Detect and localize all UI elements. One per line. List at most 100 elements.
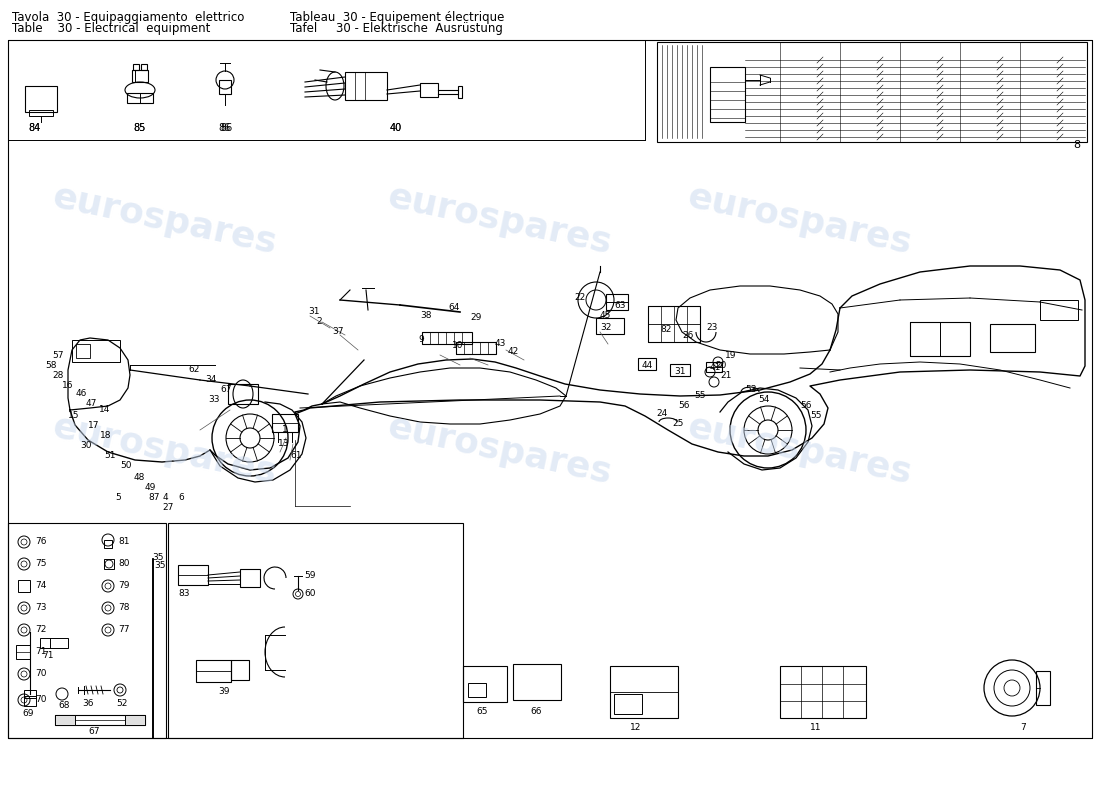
- Bar: [710, 67, 745, 122]
- Text: 85: 85: [133, 123, 145, 133]
- Bar: [55, 715, 145, 725]
- Text: 44: 44: [642, 362, 653, 370]
- Text: 16: 16: [62, 382, 74, 390]
- Text: 19: 19: [725, 351, 737, 361]
- Text: 58: 58: [45, 362, 56, 370]
- Text: 28: 28: [52, 371, 64, 381]
- Text: 60: 60: [304, 590, 316, 598]
- Text: 27: 27: [162, 502, 174, 511]
- Text: eurospares: eurospares: [50, 180, 280, 260]
- Text: eurospares: eurospares: [385, 180, 615, 260]
- Text: 62: 62: [188, 366, 199, 374]
- Text: 35: 35: [152, 554, 164, 562]
- Text: 32: 32: [600, 323, 612, 333]
- Bar: [178, 565, 208, 585]
- Bar: [219, 80, 231, 94]
- Bar: [8, 40, 1092, 738]
- Text: 77: 77: [118, 626, 130, 634]
- Text: 39: 39: [218, 687, 230, 697]
- Bar: [670, 364, 690, 376]
- Text: 56: 56: [800, 402, 812, 410]
- Bar: [910, 322, 970, 356]
- Text: 85: 85: [133, 123, 145, 133]
- Bar: [72, 340, 120, 362]
- Text: 49: 49: [145, 482, 156, 491]
- Text: eurospares: eurospares: [684, 180, 915, 260]
- Bar: [780, 666, 866, 718]
- Text: eurospares: eurospares: [684, 410, 915, 490]
- Text: 57: 57: [52, 351, 64, 361]
- Text: 70: 70: [35, 695, 46, 705]
- Text: 40: 40: [390, 123, 403, 133]
- Text: 55: 55: [810, 411, 822, 421]
- Bar: [345, 72, 387, 100]
- Circle shape: [758, 420, 778, 440]
- Bar: [8, 523, 166, 738]
- Text: 50: 50: [120, 462, 132, 470]
- Text: 13: 13: [278, 439, 289, 449]
- Text: 15: 15: [68, 411, 79, 421]
- Text: 48: 48: [134, 473, 145, 482]
- Text: 64: 64: [448, 303, 460, 313]
- Bar: [125, 715, 145, 725]
- Text: 40: 40: [390, 123, 403, 133]
- Bar: [126, 93, 153, 103]
- Text: 67: 67: [220, 386, 231, 394]
- Text: 6: 6: [178, 493, 184, 502]
- Text: 5: 5: [116, 493, 121, 502]
- Text: 80: 80: [118, 559, 130, 569]
- Bar: [468, 683, 486, 697]
- Text: 65: 65: [476, 707, 487, 717]
- Bar: [55, 715, 75, 725]
- Bar: [18, 580, 30, 592]
- Bar: [40, 638, 68, 648]
- Bar: [76, 344, 90, 358]
- Circle shape: [240, 428, 260, 448]
- Text: Tavola  30 - Equipaggiamento  elettrico: Tavola 30 - Equipaggiamento elettrico: [12, 11, 244, 24]
- Text: 42: 42: [508, 347, 519, 357]
- Text: 10: 10: [452, 342, 463, 350]
- Text: 72: 72: [35, 626, 46, 634]
- Text: 69: 69: [22, 710, 33, 718]
- Bar: [104, 559, 114, 569]
- Text: 70: 70: [35, 670, 46, 678]
- Bar: [596, 318, 624, 334]
- Text: eurospares: eurospares: [50, 410, 280, 490]
- Text: 17: 17: [88, 422, 99, 430]
- Text: 36: 36: [82, 699, 94, 709]
- Text: 20: 20: [715, 362, 726, 370]
- Text: 24: 24: [656, 410, 668, 418]
- Text: 51: 51: [104, 451, 116, 461]
- Text: 67: 67: [88, 727, 99, 737]
- Bar: [168, 523, 463, 738]
- Bar: [420, 83, 438, 97]
- Bar: [104, 540, 112, 548]
- Bar: [610, 666, 678, 718]
- Text: 87: 87: [148, 493, 159, 502]
- Text: 9: 9: [418, 335, 424, 345]
- Bar: [1040, 300, 1078, 320]
- Bar: [272, 414, 298, 432]
- Bar: [456, 342, 496, 354]
- Text: 46: 46: [76, 390, 87, 398]
- Bar: [196, 660, 231, 682]
- Text: 14: 14: [99, 406, 110, 414]
- Text: 59: 59: [304, 571, 316, 581]
- Bar: [25, 86, 57, 112]
- Text: 84: 84: [28, 123, 41, 133]
- Bar: [240, 569, 260, 587]
- Bar: [606, 294, 628, 310]
- Text: 73: 73: [35, 603, 46, 613]
- Text: 47: 47: [86, 398, 98, 407]
- Text: 23: 23: [706, 323, 717, 333]
- Text: 41: 41: [710, 363, 722, 373]
- Text: 37: 37: [332, 327, 343, 337]
- Text: 7: 7: [1020, 723, 1025, 733]
- Text: 38: 38: [420, 310, 431, 319]
- Text: 83: 83: [178, 590, 189, 598]
- Bar: [29, 110, 53, 116]
- Text: 12: 12: [630, 723, 641, 733]
- Text: 8: 8: [1072, 140, 1080, 150]
- Text: 76: 76: [35, 538, 46, 546]
- Bar: [458, 86, 462, 98]
